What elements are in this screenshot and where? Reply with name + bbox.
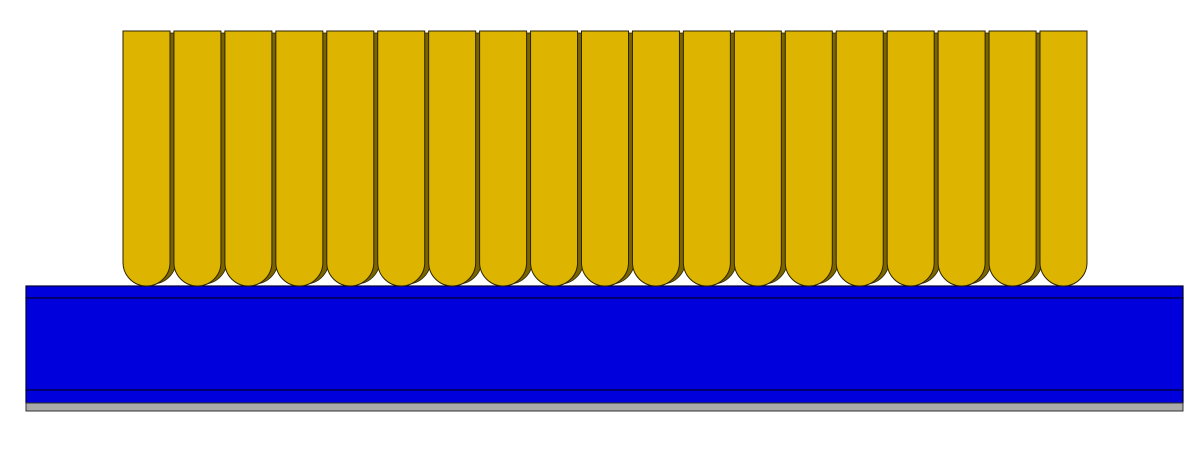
main-blue-layer xyxy=(25,297,1184,391)
rod xyxy=(581,30,629,287)
rod xyxy=(886,30,935,287)
substrate xyxy=(25,285,1184,412)
rod xyxy=(428,30,477,287)
rod xyxy=(479,30,528,287)
rod xyxy=(784,30,833,287)
rod xyxy=(173,30,222,287)
rod xyxy=(682,30,731,287)
rod xyxy=(326,30,375,287)
bottom-blue-layer xyxy=(25,389,1184,404)
rod-array xyxy=(122,30,1088,287)
top-blue-layer xyxy=(25,285,1184,299)
rod xyxy=(377,30,426,287)
rod xyxy=(988,30,1037,287)
rod xyxy=(733,30,782,287)
rod xyxy=(631,30,680,287)
rod xyxy=(224,30,273,287)
gray-base-strip xyxy=(25,402,1184,412)
rod xyxy=(122,30,171,287)
rod xyxy=(275,30,324,287)
rod xyxy=(530,30,579,287)
rod xyxy=(937,30,986,287)
rod xyxy=(835,30,884,287)
rod xyxy=(1039,30,1088,287)
